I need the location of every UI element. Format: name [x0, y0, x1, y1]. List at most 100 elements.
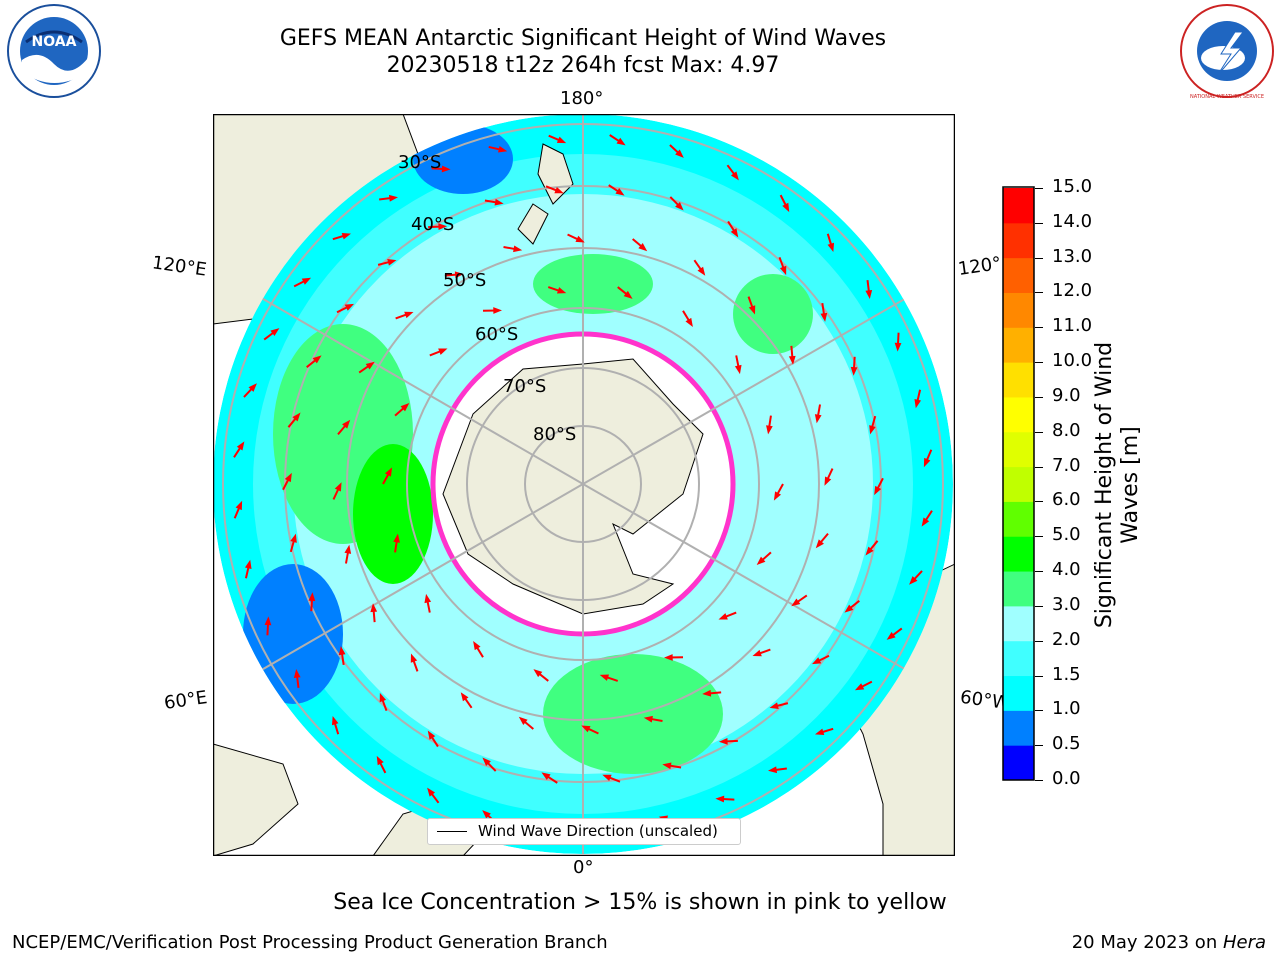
colorbar-bin [1003, 675, 1034, 711]
wind-wave-arrowhead [498, 145, 508, 153]
wind-wave-arrowhead [702, 689, 712, 697]
wind-wave-arrowhead [556, 287, 567, 294]
wind-wave-arrowhead [387, 259, 397, 266]
wind-wave-arrowhead [730, 228, 739, 238]
colorbar-label: Significant Height of Wind Waves [m] [1092, 342, 1144, 628]
wind-wave-arrowhead [675, 149, 684, 158]
lat-label-80s: 80°S [533, 424, 576, 445]
wind-wave-arrowhead [615, 187, 625, 196]
colorbar-tick-mark [1035, 292, 1043, 294]
wind-wave-arrowhead [820, 312, 828, 322]
wind-wave-arrowhead [824, 476, 832, 486]
wind-wave-arrowhead [874, 485, 882, 496]
colorbar-tick-label: 9.0 [1052, 384, 1081, 406]
wind-wave-arrowhead [308, 592, 316, 602]
wind-wave-arrowhead [697, 266, 706, 276]
wave-patch-pacific [733, 274, 813, 354]
colorbar-tick-label: 12.0 [1052, 280, 1093, 302]
wind-wave-arrowhead [438, 348, 448, 355]
wind-wave-arrowhead [341, 232, 352, 240]
wave-patch-low-1 [243, 564, 343, 704]
noaa-logo-text: NOAA [32, 34, 77, 50]
colorbar-bin [1003, 571, 1034, 607]
colorbar-bin [1003, 501, 1034, 537]
wind-wave-arrowhead [344, 303, 355, 311]
colorbar-tick-mark [1035, 571, 1043, 573]
wind-wave-arrowhead [344, 544, 352, 554]
wind-wave-arrowhead [312, 355, 322, 364]
colorbar-tick-mark [1035, 257, 1043, 259]
lon-label-60e: 60°E [162, 687, 209, 714]
lon-label-180: 180° [560, 88, 604, 109]
wind-wave-arrowhead [338, 646, 346, 656]
wind-wave-arrowhead [494, 198, 504, 206]
colorbar-bin [1003, 466, 1034, 502]
wind-wave-arrowhead [616, 137, 626, 146]
wind-wave-arrowhead [400, 403, 410, 412]
lat-label-30s: 30°S [398, 152, 441, 173]
colorbar-tick-mark [1035, 605, 1043, 607]
wind-wave-arrowhead [334, 482, 342, 492]
colorbar-bin [1003, 605, 1034, 642]
wind-wave-arrowhead [869, 425, 876, 435]
colorbar-tick-label: 1.5 [1052, 663, 1081, 685]
colorbar-bin [1003, 188, 1034, 224]
wind-wave-arrowhead [370, 603, 378, 613]
wind-wave-arrowhead [865, 546, 874, 556]
wind-wave-arrowhead [844, 604, 854, 613]
colorbar-tick-label: 0.5 [1052, 733, 1081, 755]
wind-wave-arrowhead [264, 616, 272, 626]
colorbar-tick-label: 5.0 [1052, 524, 1081, 546]
colorbar-tick-mark [1035, 362, 1043, 364]
colorbar-bin [1003, 640, 1034, 677]
wind-wave-arrowhead [788, 355, 796, 365]
wind-wave-arrowhead [331, 715, 339, 726]
wind-wave-arrowhead [715, 795, 725, 803]
wind-wave-arrowhead [638, 243, 648, 252]
wind-wave-arrowhead [473, 640, 481, 651]
wind-wave-arrowhead [909, 576, 918, 585]
colorbar [1002, 186, 1035, 781]
wind-wave-arrowhead [365, 361, 375, 370]
colorbar-tick-mark [1035, 188, 1043, 189]
wind-wave-arrowhead [811, 657, 822, 665]
wind-wave-arrowhead [290, 533, 297, 543]
wind-wave-arrowhead [427, 730, 436, 740]
wind-wave-arrowhead [769, 702, 779, 709]
colorbar-tick-mark [1035, 780, 1043, 781]
map-legend: Wind Wave Direction (unscaled) [427, 818, 741, 845]
colorbar-tick-mark [1035, 327, 1043, 329]
wind-wave-arrowhead [236, 441, 245, 451]
wind-wave-arrowhead [270, 328, 280, 337]
wind-wave-arrowhead [662, 762, 672, 770]
map-subtitle: 20230518 t12z 264h fcst Max: 4.97 [386, 53, 780, 78]
wind-wave-arrowhead [814, 728, 825, 736]
map-frame [213, 114, 955, 856]
wind-wave-arrowhead [766, 425, 773, 435]
legend-line-swatch [437, 831, 467, 832]
colorbar-tick-mark [1035, 745, 1043, 747]
wind-wave-arrowhead [541, 772, 551, 781]
colorbar-bin [1003, 222, 1034, 259]
wind-wave-arrowhead [756, 556, 766, 565]
colorbar-bin [1003, 327, 1034, 363]
colorbar-frame [1002, 186, 1035, 781]
footer-date-text: 20 May 2023 on [1071, 932, 1223, 953]
lat-label-70s: 70°S [503, 376, 546, 397]
wind-wave-arrowhead [685, 317, 693, 328]
antarctica-land [442, 358, 704, 615]
noaa-logo: NOAA [7, 4, 101, 98]
colorbar-tick-mark [1035, 222, 1043, 224]
wind-wave-arrowhead [886, 631, 896, 640]
wind-wave-arrowhead [854, 683, 865, 691]
lon-label-120w: 120° [956, 253, 1003, 280]
colorbar-tick-label: 8.0 [1052, 419, 1081, 441]
wind-wave-arrowhead [235, 500, 243, 511]
colorbar-tick-mark [1035, 675, 1043, 677]
wind-wave-arrowhead [244, 559, 252, 569]
lon-label-0: 0° [573, 857, 594, 878]
nws-logo-text: NATIONAL WEATHER SERVICE [1190, 94, 1264, 100]
colorbar-bin [1003, 257, 1034, 293]
map-title: GEFS MEAN Antarctic Significant Height o… [279, 26, 887, 51]
meridians [213, 114, 953, 854]
